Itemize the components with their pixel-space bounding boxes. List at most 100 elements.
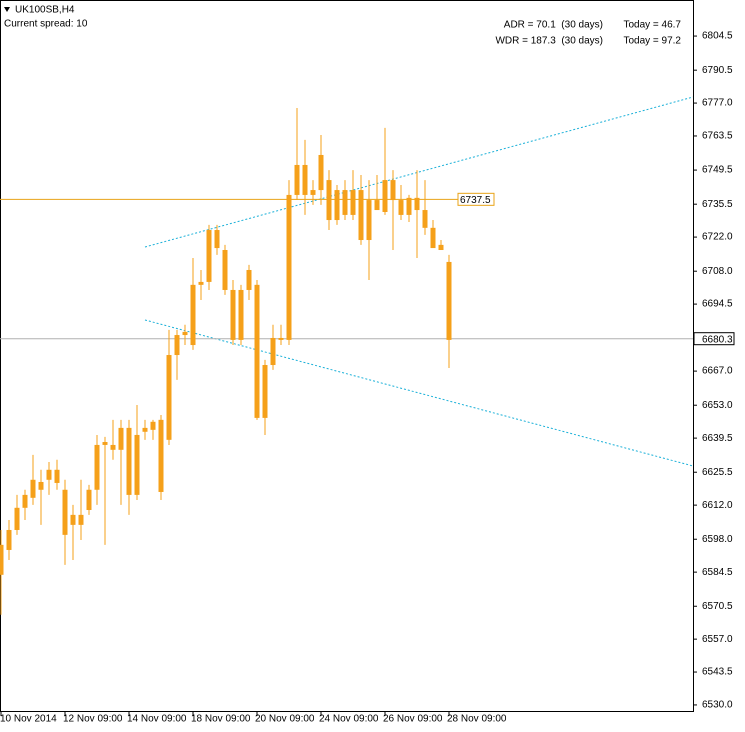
y-tick-label: 6570.5 <box>702 601 733 612</box>
candle-body <box>62 489 68 535</box>
candle-body <box>310 190 316 195</box>
candle-body <box>118 427 124 450</box>
y-tick-label: 6777.0 <box>702 98 733 109</box>
candle-body <box>270 337 276 366</box>
candle-body <box>158 419 164 492</box>
candle-body <box>446 261 452 340</box>
y-tick-label: 6530.0 <box>702 700 733 711</box>
x-tick-label: 26 Nov 09:00 <box>383 714 443 725</box>
stat-today: Today = 46.7 <box>623 20 681 31</box>
x-tick-label: 24 Nov 09:00 <box>319 714 379 725</box>
candle-body <box>166 355 172 440</box>
candle-body <box>150 421 156 430</box>
y-tick-label: 6584.5 <box>702 567 733 578</box>
candle-body <box>302 164 308 195</box>
candle-body <box>14 507 20 530</box>
y-tick-label: 6598.0 <box>702 534 733 545</box>
candle-body <box>54 469 60 483</box>
y-tick-label: 6804.5 <box>702 31 733 42</box>
candle-body <box>318 154 324 191</box>
y-tick-label: 6543.5 <box>702 667 733 678</box>
x-tick-label: 12 Nov 09:00 <box>63 714 123 725</box>
candle-body <box>390 180 396 201</box>
candle-body <box>358 190 364 241</box>
y-tick-label: 6639.5 <box>702 433 733 444</box>
candle-body <box>30 479 36 498</box>
candle-body <box>38 481 44 490</box>
trend-line <box>144 96 694 248</box>
candle-body <box>110 444 116 450</box>
candle-body <box>94 444 100 490</box>
candle-body <box>374 200 380 211</box>
stat-label: ADR = 70.1 (30 days) <box>504 20 603 31</box>
stat-today: Today = 97.2 <box>623 36 681 47</box>
y-tick-label: 6625.5 <box>702 467 733 478</box>
y-tick-label: 6763.5 <box>702 131 733 142</box>
candle-body <box>238 289 244 340</box>
menu-arrow[interactable] <box>4 7 10 12</box>
candle-body <box>366 200 372 241</box>
candle-body <box>230 289 236 340</box>
chart-title: UK100SB,H4 <box>15 5 75 16</box>
chart-subtitle: Current spread: 10 <box>4 19 88 30</box>
candle-body <box>398 200 404 215</box>
y-tick-label: 6790.5 <box>702 65 733 76</box>
candle-body <box>46 469 52 480</box>
candle-body <box>214 230 220 249</box>
candle-body <box>174 335 180 356</box>
candle-body <box>350 190 356 215</box>
candle-body <box>262 365 268 418</box>
plot-frame <box>0 0 694 712</box>
y-tick-label: 6612.0 <box>702 500 733 511</box>
trend-line <box>144 319 694 467</box>
x-tick-label: 18 Nov 09:00 <box>191 714 251 725</box>
candle-body <box>382 180 388 212</box>
candle-body <box>254 284 260 418</box>
candle-body <box>222 250 228 290</box>
y-tick-label: 6722.0 <box>702 232 733 243</box>
candle-body <box>278 337 284 340</box>
candle-body <box>102 442 108 445</box>
candle-body <box>334 190 340 221</box>
candle-body <box>406 197 412 215</box>
candle-body <box>6 529 12 550</box>
candle-body <box>414 197 420 211</box>
y-tick-label: 6694.5 <box>702 299 733 310</box>
x-tick-label: 10 Nov 2014 <box>0 714 57 725</box>
candle-body <box>198 281 204 285</box>
level-label: 6737.5 <box>460 195 491 206</box>
candle-body <box>134 434 140 495</box>
bid-label: 6680.3 <box>702 334 733 345</box>
y-tick-label: 6667.0 <box>702 366 733 377</box>
candle-body <box>438 244 444 251</box>
x-tick-label: 28 Nov 09:00 <box>447 714 507 725</box>
y-tick-label: 6653.0 <box>702 400 733 411</box>
x-tick-label: 20 Nov 09:00 <box>255 714 315 725</box>
candle-body <box>126 427 132 495</box>
candle-body <box>142 427 148 432</box>
y-tick-label: 6557.0 <box>702 634 733 645</box>
stat-label: WDR = 187.3 (30 days) <box>495 36 603 47</box>
candle-body <box>70 514 76 525</box>
candle-body <box>246 269 252 290</box>
candle-body <box>206 230 212 282</box>
level-label-box <box>457 192 495 206</box>
candle-body <box>286 194 292 340</box>
y-tick-label: 6708.0 <box>702 266 733 277</box>
candle-body <box>182 331 188 336</box>
y-tick-label: 6749.5 <box>702 165 733 176</box>
candle-body <box>342 190 348 215</box>
candle-body <box>0 544 4 575</box>
candle-body <box>22 494 28 508</box>
y-tick-label: 6735.5 <box>702 199 733 210</box>
candle-body <box>190 284 196 346</box>
candle-body <box>294 164 300 195</box>
x-tick-label: 14 Nov 09:00 <box>127 714 187 725</box>
candle-body <box>78 514 84 525</box>
candle-body <box>326 180 332 221</box>
candle-body <box>86 489 92 510</box>
candle-body <box>422 210 428 228</box>
